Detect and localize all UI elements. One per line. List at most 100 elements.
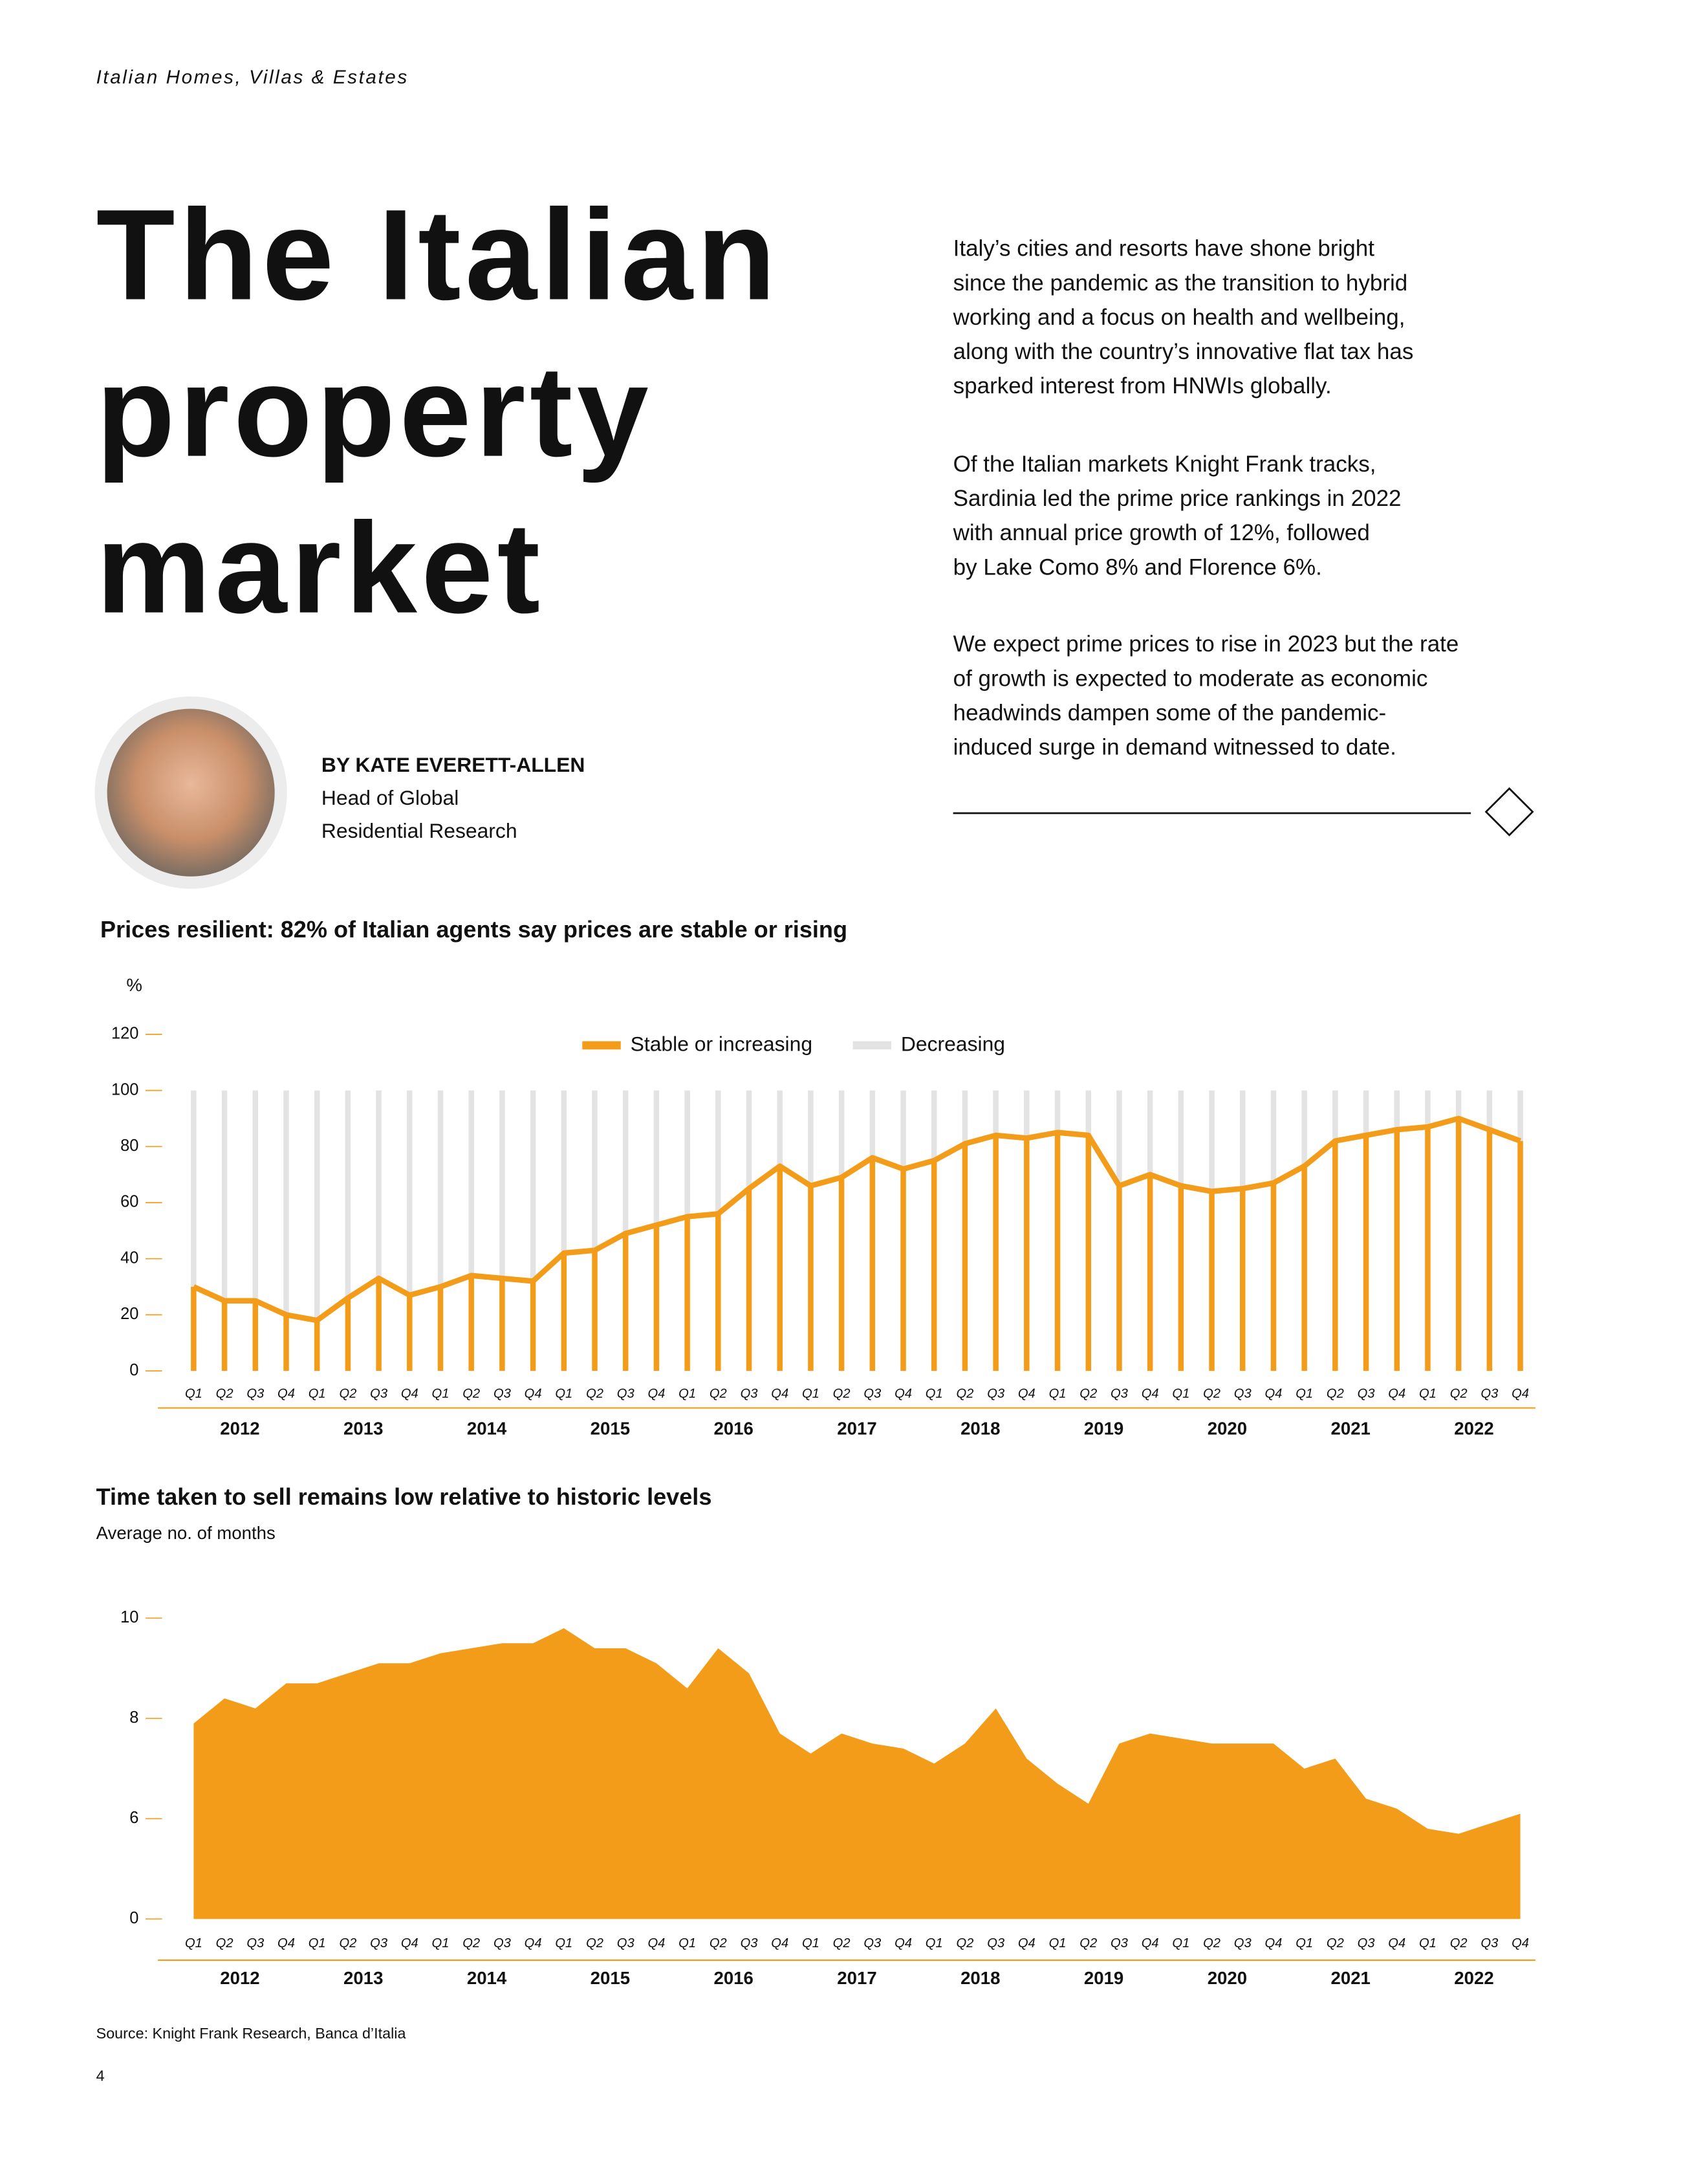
bar bbox=[1209, 1191, 1215, 1371]
bar bbox=[684, 1216, 690, 1371]
bar bbox=[777, 1166, 783, 1371]
y-tick-label: 120 bbox=[111, 1025, 139, 1043]
x-tick-label: Q4 bbox=[647, 1387, 665, 1401]
x-tick-label: Q2 bbox=[1450, 1936, 1468, 1950]
x-tick-label: Q1 bbox=[1049, 1936, 1067, 1950]
bar bbox=[1517, 1141, 1523, 1371]
bar bbox=[1270, 1090, 1277, 1183]
bar bbox=[561, 1253, 567, 1371]
x-tick-label: Q1 bbox=[185, 1936, 202, 1950]
x-tick-label: Q4 bbox=[1142, 1387, 1159, 1401]
x-tick-label: Q3 bbox=[863, 1387, 882, 1401]
y-tick-label: 80 bbox=[120, 1137, 138, 1155]
bar bbox=[314, 1090, 320, 1321]
bar bbox=[777, 1090, 783, 1166]
bar bbox=[1486, 1130, 1493, 1371]
bar bbox=[1301, 1090, 1307, 1166]
x-tick-label: Q3 bbox=[1358, 1387, 1376, 1401]
x-group-label: 2017 bbox=[837, 1968, 876, 1988]
bar bbox=[1116, 1185, 1122, 1371]
x-tick-label: Q2 bbox=[462, 1936, 480, 1950]
x-tick-label: Q3 bbox=[370, 1387, 388, 1401]
x-tick-label: Q2 bbox=[1079, 1387, 1097, 1401]
y-tick-label: 6 bbox=[129, 1809, 138, 1827]
chart-title: Time taken to sell remains low relative … bbox=[96, 1483, 712, 1510]
bar bbox=[1054, 1132, 1061, 1371]
bar bbox=[283, 1315, 289, 1371]
x-group-label: 2012 bbox=[220, 1419, 259, 1439]
x-tick-label: Q2 bbox=[833, 1387, 851, 1401]
bar bbox=[407, 1295, 413, 1371]
x-group-label: 2016 bbox=[713, 1419, 753, 1439]
x-tick-label: Q3 bbox=[987, 1936, 1005, 1950]
bar bbox=[407, 1090, 413, 1296]
x-tick-label: Q3 bbox=[741, 1936, 759, 1950]
bar bbox=[715, 1090, 721, 1214]
x-tick-label: Q1 bbox=[1172, 1936, 1189, 1950]
body-text: Italy’s cities and resorts have shone br… bbox=[953, 236, 1375, 261]
body-text: sparked interest from HNWIs globally. bbox=[953, 373, 1332, 399]
bar bbox=[684, 1090, 690, 1217]
portrait bbox=[107, 708, 275, 877]
x-tick-label: Q4 bbox=[1265, 1936, 1283, 1950]
bar bbox=[345, 1090, 351, 1298]
x-tick-label: Q1 bbox=[555, 1936, 572, 1950]
body-text: headwinds dampen some of the pandemic- bbox=[953, 700, 1387, 725]
x-group-label: 2019 bbox=[1084, 1968, 1123, 1988]
x-tick-label: Q1 bbox=[1296, 1936, 1313, 1950]
x-group-label: 2022 bbox=[1454, 1419, 1493, 1439]
x-tick-label: Q2 bbox=[1327, 1387, 1344, 1401]
x-tick-label: Q3 bbox=[1234, 1936, 1252, 1950]
x-tick-label: Q2 bbox=[956, 1936, 973, 1950]
x-group-label: 2020 bbox=[1208, 1968, 1247, 1988]
bar bbox=[1270, 1183, 1277, 1371]
bar bbox=[592, 1090, 598, 1250]
x-group-label: 2017 bbox=[837, 1419, 876, 1439]
bar bbox=[1425, 1126, 1431, 1371]
x-tick-label: Q1 bbox=[432, 1936, 450, 1950]
x-tick-label: Q1 bbox=[432, 1387, 450, 1401]
x-tick-label: Q3 bbox=[1480, 1387, 1499, 1401]
x-tick-label: Q2 bbox=[1203, 1387, 1220, 1401]
x-tick-label: Q2 bbox=[710, 1387, 727, 1401]
x-group-label: 2019 bbox=[1084, 1419, 1123, 1439]
bar bbox=[1455, 1118, 1462, 1371]
bar bbox=[1455, 1090, 1462, 1119]
bar bbox=[993, 1090, 999, 1135]
bar bbox=[838, 1090, 845, 1177]
chart-title: Prices resilient: 82% of Italian agents … bbox=[100, 916, 847, 943]
x-tick-label: Q2 bbox=[833, 1936, 851, 1950]
x-group-label: 2014 bbox=[467, 1968, 507, 1988]
x-tick-label: Q3 bbox=[246, 1387, 265, 1401]
body-text: working and a focus on health and wellbe… bbox=[953, 305, 1405, 330]
x-tick-label: Q1 bbox=[926, 1936, 943, 1950]
bar bbox=[468, 1275, 474, 1371]
bar bbox=[1239, 1188, 1246, 1371]
divider-diamond bbox=[1484, 787, 1534, 836]
bar bbox=[653, 1225, 660, 1371]
x-tick-label: Q3 bbox=[1234, 1387, 1252, 1401]
x-tick-label: Q3 bbox=[1111, 1387, 1129, 1401]
x-group-label: 2012 bbox=[220, 1968, 259, 1988]
bar bbox=[1178, 1090, 1184, 1186]
bar bbox=[715, 1214, 721, 1371]
y-axis-label: % bbox=[126, 975, 142, 995]
x-tick-label: Q1 bbox=[802, 1936, 819, 1950]
bar bbox=[993, 1135, 999, 1371]
body-text: with annual price growth of 12%, followe… bbox=[953, 520, 1370, 545]
x-tick-label: Q4 bbox=[1265, 1387, 1283, 1401]
bar bbox=[1054, 1090, 1061, 1133]
y-tick-label: 0 bbox=[129, 1361, 138, 1379]
x-tick-label: Q1 bbox=[1419, 1936, 1437, 1950]
x-tick-label: Q3 bbox=[1111, 1936, 1129, 1950]
x-tick-label: Q2 bbox=[1203, 1936, 1220, 1950]
x-tick-label: Q2 bbox=[339, 1936, 356, 1950]
bar bbox=[931, 1090, 937, 1161]
section-header: Italian Homes, Villas & Estates bbox=[96, 67, 409, 88]
line bbox=[192, 1115, 1522, 1324]
bar bbox=[468, 1090, 474, 1276]
x-tick-label: Q1 bbox=[802, 1387, 819, 1401]
bar bbox=[1332, 1090, 1338, 1141]
legend-label: Stable or increasing bbox=[631, 1032, 812, 1055]
